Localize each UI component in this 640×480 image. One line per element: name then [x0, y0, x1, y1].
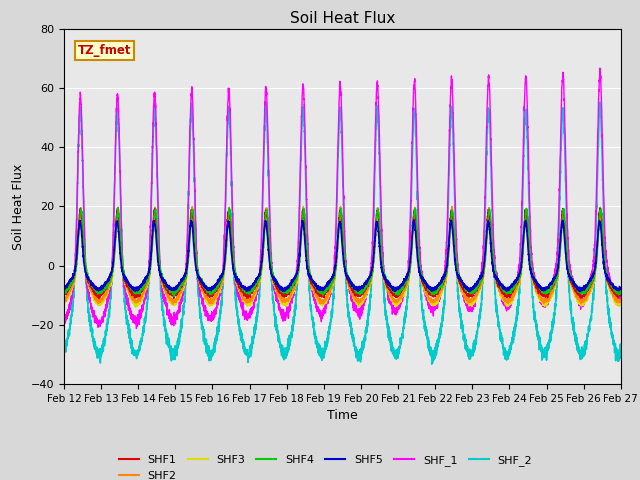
- Legend: SHF1, SHF2, SHF3, SHF4, SHF5, SHF_1, SHF_2: SHF1, SHF2, SHF3, SHF4, SHF5, SHF_1, SHF…: [114, 451, 537, 480]
- X-axis label: Time: Time: [327, 409, 358, 422]
- Text: TZ_fmet: TZ_fmet: [78, 44, 131, 57]
- Y-axis label: Soil Heat Flux: Soil Heat Flux: [12, 163, 25, 250]
- Title: Soil Heat Flux: Soil Heat Flux: [290, 11, 395, 26]
